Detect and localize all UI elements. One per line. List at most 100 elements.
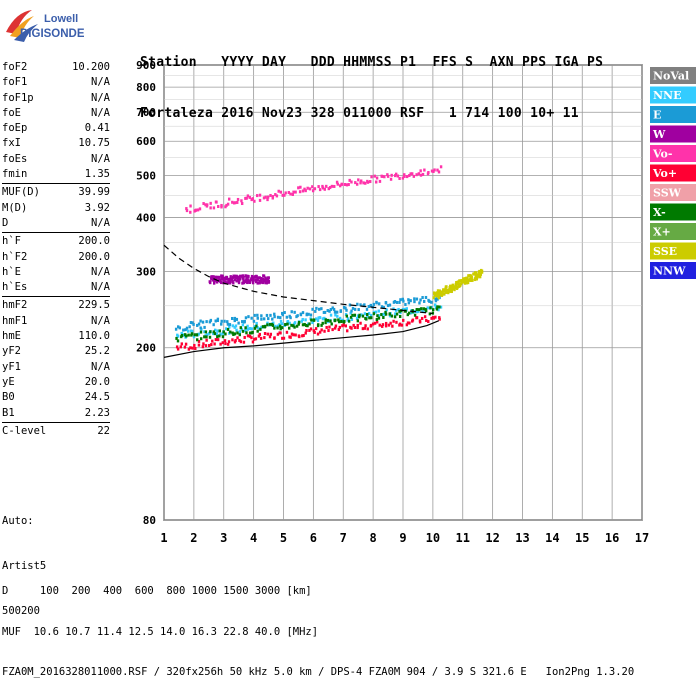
- echo-point: [355, 182, 359, 186]
- grid-lines: [163, 64, 643, 521]
- param-name: fmin: [2, 168, 28, 181]
- echo-point: [210, 276, 213, 280]
- echo-point: [370, 316, 373, 320]
- echo-point: [356, 319, 360, 323]
- echo-point: [241, 274, 244, 278]
- echo-point: [395, 320, 398, 324]
- echo-point: [304, 331, 307, 335]
- echo-point: [285, 330, 289, 334]
- param-value: N/A: [91, 216, 110, 229]
- echo-point: [475, 271, 478, 275]
- param-value: 229.5: [78, 299, 110, 312]
- echo-point: [253, 275, 256, 279]
- echo-point: [443, 292, 446, 296]
- echo-point: [205, 320, 208, 324]
- echo-point: [251, 197, 254, 201]
- echo-point: [471, 278, 474, 282]
- echo-point: [348, 303, 352, 307]
- echo-point: [479, 272, 483, 276]
- echo-point: [366, 180, 370, 184]
- echo-point: [199, 337, 203, 341]
- echo-point: [365, 307, 369, 311]
- echo-point: [435, 307, 439, 311]
- param-value: N/A: [91, 265, 110, 278]
- echo-point: [259, 336, 263, 340]
- echo-point: [415, 308, 418, 312]
- echo-point: [196, 323, 199, 327]
- echo-point: [384, 312, 388, 316]
- param-name: foE: [2, 106, 21, 119]
- echo-point: [256, 313, 259, 317]
- echo-point: [375, 318, 379, 322]
- echo-point: [338, 316, 342, 320]
- legend-label: X+: [653, 226, 671, 239]
- echo-point: [180, 333, 184, 337]
- echo-point: [225, 203, 228, 207]
- echo-point: [218, 334, 221, 338]
- echo-point: [361, 314, 365, 318]
- echo-point: [364, 324, 367, 328]
- y-tick-label: 500: [136, 169, 156, 182]
- param-row: h`F 200.0: [2, 234, 110, 249]
- echo-point: [183, 345, 187, 349]
- echo-point: [447, 289, 450, 293]
- echo-point: [297, 320, 301, 324]
- echo-point: [422, 299, 426, 303]
- echo-point: [351, 306, 355, 310]
- param-row: h`F2 200.0: [2, 250, 110, 265]
- echo-point: [219, 281, 223, 285]
- echo-point: [237, 278, 240, 282]
- param-row: foEs N/A: [2, 152, 110, 167]
- echo-point: [421, 172, 425, 176]
- echo-point: [238, 338, 241, 342]
- echo-point: [478, 275, 482, 279]
- echo-point: [273, 326, 276, 330]
- param-separator: [2, 183, 110, 185]
- echo-point: [340, 319, 343, 323]
- echo-point: [345, 308, 348, 312]
- echo-point: [434, 297, 437, 301]
- echo-point: [239, 326, 243, 330]
- echo-point: [239, 274, 242, 278]
- echo-point: [328, 309, 331, 313]
- echo-point: [188, 325, 191, 329]
- echo-point: [212, 332, 215, 336]
- echo-point: [410, 172, 414, 176]
- echo-point: [225, 275, 229, 279]
- echo-point: [235, 317, 239, 321]
- echo-point: [223, 319, 226, 323]
- param-name: fxI: [2, 137, 21, 150]
- legend-swatch: [650, 203, 696, 221]
- echo-point: [391, 324, 394, 328]
- echo-point: [411, 318, 415, 322]
- echo-point: [377, 309, 380, 313]
- echo-point: [176, 334, 180, 338]
- echo-point: [264, 195, 267, 199]
- echo-point: [301, 189, 305, 193]
- legend-label: SSW: [653, 187, 682, 200]
- echo-point: [259, 280, 263, 284]
- echo-point: [415, 310, 418, 314]
- echo-point: [201, 345, 205, 349]
- x-tick-label: 13: [515, 531, 529, 545]
- echo-point: [209, 281, 212, 285]
- echo-point: [208, 331, 211, 335]
- echo-point: [386, 304, 390, 308]
- param-name: foF1p: [2, 91, 34, 104]
- echo-point: [432, 316, 436, 320]
- echo-point: [216, 319, 219, 323]
- echo-point: [190, 332, 194, 336]
- echo-point: [268, 322, 272, 326]
- echo-point: [325, 184, 328, 188]
- param-row: C-level 22: [2, 424, 110, 439]
- echo-point: [307, 312, 310, 316]
- echo-point: [283, 193, 286, 197]
- logo-line1: Lowell: [44, 13, 78, 25]
- param-name: MUF(D): [2, 186, 40, 199]
- echo-point: [260, 317, 263, 321]
- echo-point: [297, 322, 300, 326]
- legend: NoVal NNE EW Vo- Vo+ SSW X- X+ SSE NNW: [650, 67, 696, 279]
- echo-point: [305, 329, 308, 333]
- echo-point: [388, 303, 392, 307]
- echo-point: [409, 172, 412, 176]
